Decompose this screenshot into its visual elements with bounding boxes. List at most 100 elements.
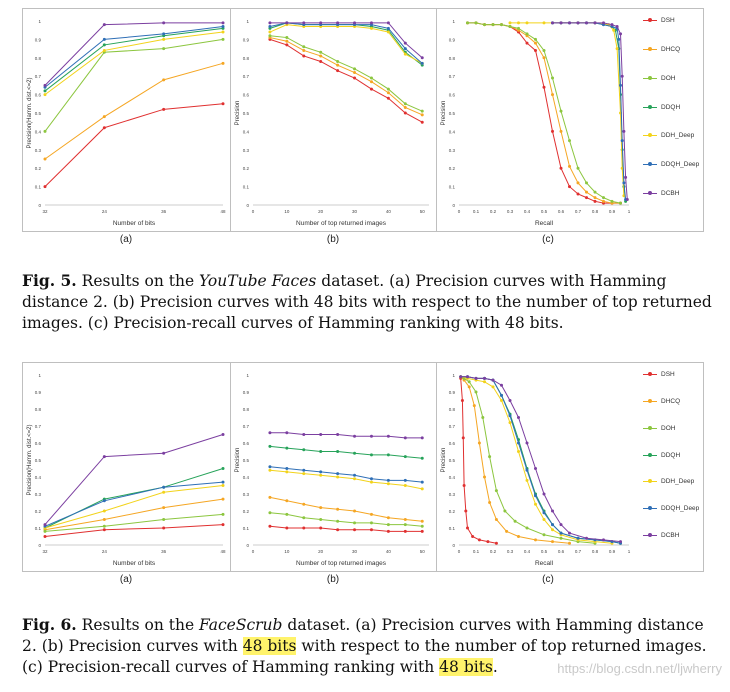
x-tick-label: 0.9 (609, 549, 616, 554)
x-tick-label: 0 (252, 549, 255, 554)
data-point-doh (585, 181, 588, 185)
fig6-legend: DSH DHCQ DOH DDQH DDH_Deep DDQH_Deep DCBH (643, 363, 703, 571)
data-point-dsh (486, 540, 490, 544)
x-axis-label: Number of bits (113, 560, 156, 567)
data-point-dhcq (403, 518, 407, 521)
legend-item-ddh-deep: DDH_Deep (643, 478, 694, 485)
data-point-ddqh (369, 453, 373, 457)
data-point-ddh-deep (268, 30, 272, 34)
data-point-dcbh (459, 375, 463, 379)
data-point-dhcq (221, 61, 225, 65)
y-tick-label: 0.6 (243, 93, 250, 98)
series-line-ddh-deep (44, 485, 224, 529)
data-point-doh (336, 59, 340, 63)
data-point-doh (420, 524, 424, 528)
data-point-doh (302, 45, 306, 49)
data-point-doh (268, 511, 272, 515)
legend-label: DSH (661, 17, 675, 24)
data-point-dhcq (369, 80, 373, 84)
fig5-panel-a: 0 0.1 0.2 0.3 0.4 0.5 0.6 0.7 0.8 0.9 1 32 24 36 48 Num… (22, 8, 232, 232)
series-line-dhcq (269, 37, 423, 116)
data-point-dsh (336, 69, 340, 73)
data-point-dhcq (517, 535, 520, 538)
data-point-ddh-deep (353, 477, 357, 481)
x-tick-label: 0 (252, 209, 255, 214)
data-point-doh (268, 34, 272, 38)
series-line-dcbh (269, 22, 423, 59)
x-tick-label: 0.8 (592, 209, 599, 214)
x-tick-label: 0.5 (541, 209, 548, 214)
legend-marker (648, 452, 652, 457)
data-point-dhcq (369, 512, 373, 516)
legend-item-ddqh: DDQH (643, 452, 680, 459)
data-point-doh (491, 23, 495, 27)
data-point-doh (369, 76, 373, 80)
data-point-dsh (525, 41, 529, 45)
data-point-dhcq (162, 506, 166, 510)
y-tick-label: 0.9 (449, 390, 456, 395)
x-axis-label: Recall (535, 220, 554, 227)
data-point-ddqh-deep (576, 536, 580, 540)
fig6-caption-pre: Results on the (76, 616, 200, 634)
fig5-panel-b: 0 0.1 0.2 0.3 0.4 0.5 0.6 0.7 0.8 0.9 1 0 10 20 30 40 50… (230, 8, 438, 232)
data-point-dcbh (619, 32, 622, 36)
data-point-dsh (420, 120, 424, 124)
y-tick-label: 0 (246, 203, 249, 208)
data-point-dhcq (542, 56, 546, 60)
data-point-dhcq (420, 113, 424, 117)
data-point-dcbh (43, 83, 47, 87)
y-tick-label: 0.7 (449, 74, 456, 79)
x-tick-label: 0.7 (575, 549, 582, 554)
data-point-dhcq (559, 129, 563, 133)
data-point-dhcq (568, 164, 571, 168)
fig5-caption-prefix: Fig. 5. (22, 271, 77, 290)
data-point-ddqh-deep (268, 25, 272, 29)
data-point-ddqh (102, 43, 106, 47)
legend-item-ddh-deep: DDH_Deep (643, 132, 694, 139)
data-point-dsh (221, 523, 225, 527)
data-point-dhcq (102, 518, 106, 521)
legend-marker (648, 425, 652, 430)
legend-swatch (643, 162, 657, 167)
data-point-ddqh-deep (336, 472, 340, 476)
data-point-dsh (319, 526, 323, 530)
data-point-doh (481, 416, 485, 419)
data-point-dhcq (551, 540, 554, 544)
data-point-ddqh-deep (525, 468, 529, 472)
data-point-doh (474, 390, 478, 394)
y-tick-label: 0.5 (449, 111, 456, 116)
data-point-dhcq (336, 63, 340, 67)
x-tick-label: 40 (386, 209, 392, 214)
data-point-doh (221, 512, 225, 516)
data-point-dhcq (483, 475, 486, 479)
legend-swatch (643, 398, 657, 403)
data-point-dcbh (386, 434, 390, 438)
legend-label: DDQH (661, 451, 681, 459)
data-point-doh (534, 37, 537, 41)
data-point-dsh (386, 529, 390, 533)
legend-label: DHCQ (661, 397, 681, 405)
data-point-dcbh (302, 21, 306, 25)
data-point-doh (221, 37, 225, 41)
data-point-ddqh (221, 467, 225, 470)
data-point-dcbh (285, 21, 289, 25)
data-point-dsh (102, 126, 106, 130)
legend-label: DCBH (661, 190, 680, 198)
data-point-doh (162, 518, 166, 521)
data-point-dsh (403, 111, 407, 115)
series-line-ddqh (460, 376, 621, 544)
data-point-dcbh (403, 41, 407, 45)
data-point-ddqh-deep (500, 393, 503, 397)
data-point-dsh (462, 484, 466, 487)
data-point-dsh (559, 166, 563, 170)
series-line-dhcq (44, 498, 224, 531)
data-point-ddh-deep (336, 475, 340, 479)
data-point-ddqh-deep (542, 511, 546, 515)
data-point-dsh (464, 509, 468, 513)
data-point-dcbh (610, 23, 614, 27)
legend-marker (648, 46, 652, 51)
x-tick-label: 0.3 (507, 209, 514, 214)
x-tick-label: 0.4 (524, 549, 531, 554)
y-tick-label: 0.2 (243, 166, 250, 171)
series-line-dcbh (44, 22, 223, 86)
